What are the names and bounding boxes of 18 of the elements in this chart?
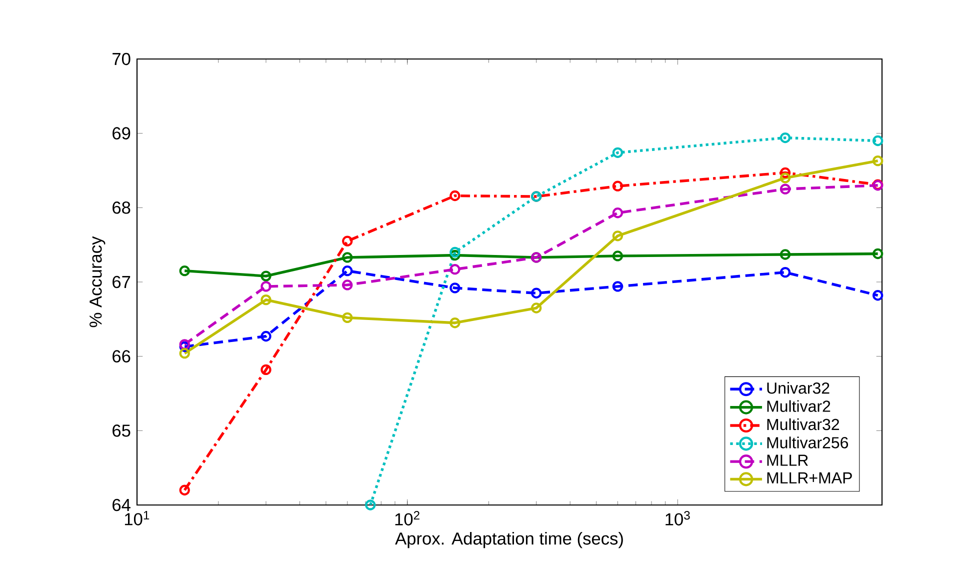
y-tick-label: 70 bbox=[112, 52, 130, 66]
legend-label: MLLR+MAP bbox=[767, 472, 852, 484]
x-axis-title: Aprox. Adaptation time (secs) bbox=[395, 532, 623, 548]
legend-label: Multivar2 bbox=[767, 400, 830, 412]
y-tick-label: 65 bbox=[112, 424, 130, 437]
y-tick-label: 66 bbox=[112, 350, 130, 362]
x-tick-label: 10$^{2}$ bbox=[395, 511, 420, 526]
legend-label: Multivar32 bbox=[767, 418, 840, 430]
legend-label: Univar32 bbox=[767, 382, 830, 394]
legend-label: Multivar256 bbox=[767, 436, 848, 448]
y-tick-label: 64 bbox=[112, 498, 130, 512]
x-tick-label: 10$^{3}$ bbox=[666, 511, 690, 526]
x-tick-label: 10$^{1}$ bbox=[124, 511, 150, 526]
y-tick-label: 67 bbox=[112, 276, 130, 288]
y-axis-title: % Accuracy bbox=[90, 236, 106, 328]
legend-label: MLLR bbox=[767, 454, 808, 466]
y-tick-label: 68 bbox=[112, 202, 130, 214]
y-tick-label: 69 bbox=[112, 127, 130, 140]
